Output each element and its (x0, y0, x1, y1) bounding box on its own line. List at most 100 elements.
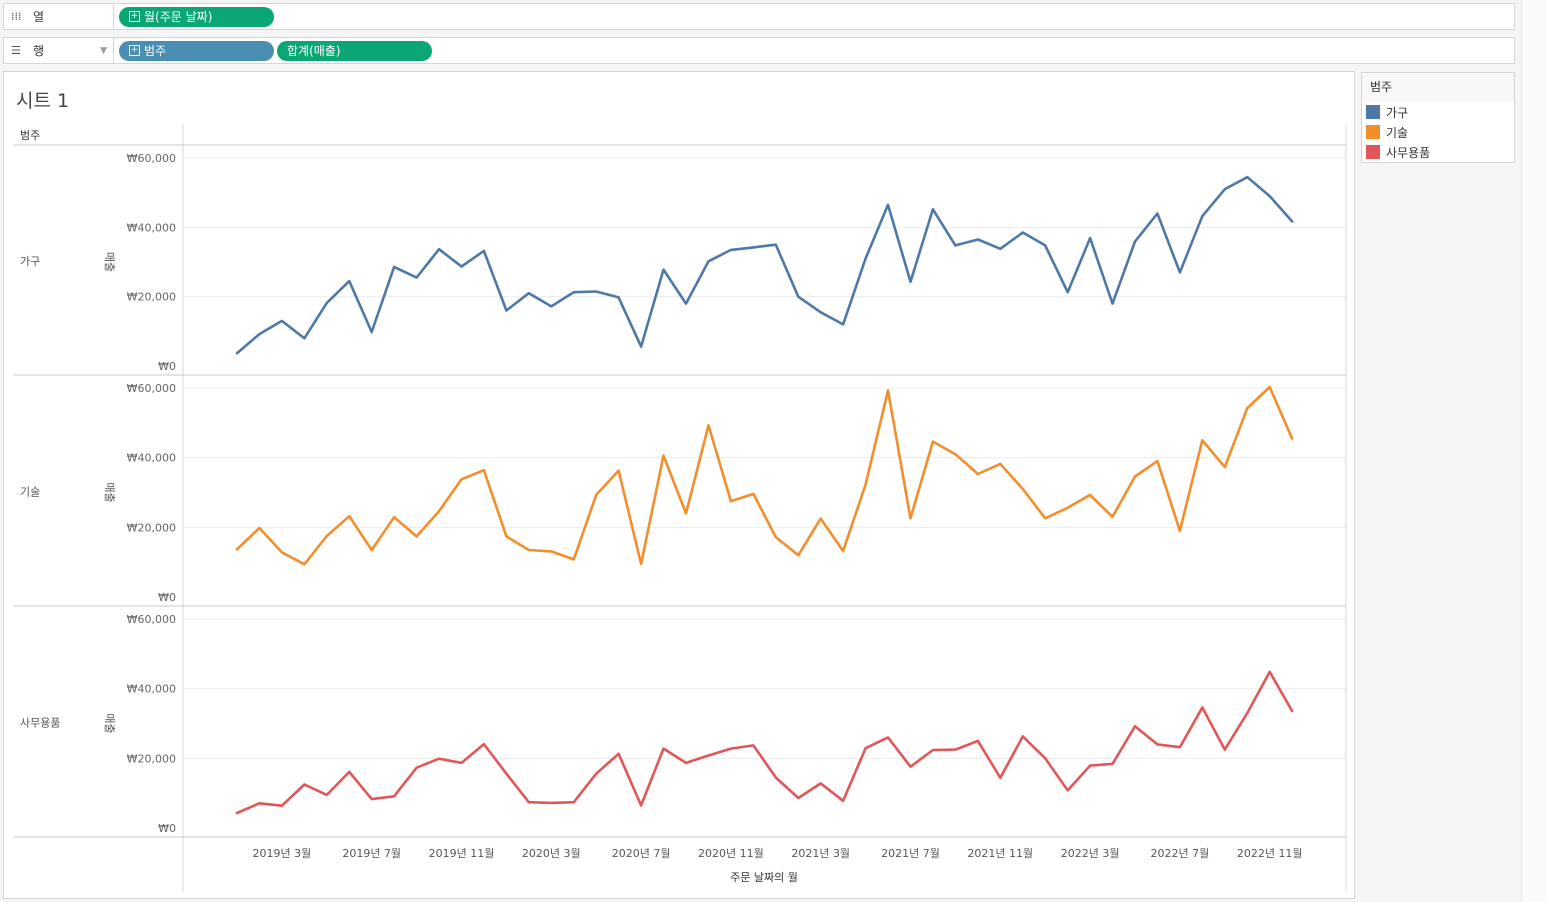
data-point (1066, 507, 1069, 510)
data-point (685, 762, 688, 765)
data-point (573, 801, 576, 804)
data-point (909, 517, 912, 520)
data-point (573, 291, 576, 294)
rows-icon: ☰ (11, 44, 21, 57)
row-pill-sum-sales[interactable]: 합계(매출) (277, 41, 432, 61)
series-line-1 (235, 385, 1294, 566)
expand-plus-icon[interactable]: + (129, 45, 140, 56)
data-point (954, 748, 957, 751)
rows-shelf-label: ☰ 행 ▼ (4, 38, 114, 63)
y-tick-label: ₩0 (158, 822, 176, 835)
data-point (303, 563, 306, 566)
data-point (685, 302, 688, 305)
data-point (730, 500, 733, 503)
data-point (505, 309, 508, 312)
data-point (887, 736, 890, 739)
data-point (370, 549, 373, 552)
y-tick-label: ₩60,000 (127, 152, 176, 165)
data-point (550, 305, 553, 308)
data-point (1134, 475, 1137, 478)
data-point (1201, 706, 1204, 709)
data-point (595, 772, 598, 775)
series-line-0 (235, 175, 1294, 355)
data-point (1291, 437, 1294, 440)
columns-shelf-label: ⁞⁞⁞ 열 (4, 4, 114, 29)
data-point (932, 440, 935, 443)
data-point (707, 424, 710, 427)
data-point (1111, 763, 1114, 766)
data-point (730, 249, 733, 252)
data-point (460, 478, 463, 481)
data-point (864, 747, 867, 750)
data-point (617, 296, 620, 299)
columns-icon: ⁞⁞⁞ (11, 10, 22, 23)
data-point (909, 281, 912, 284)
data-point (1156, 460, 1159, 463)
data-point (1111, 516, 1114, 519)
x-tick-label: 2022년 3월 (1061, 847, 1120, 860)
data-point (1066, 789, 1069, 792)
legend-swatch (1366, 145, 1380, 159)
data-point (1246, 712, 1249, 715)
row-pill-category[interactable]: + 범주 (119, 41, 274, 61)
legend-item-furniture[interactable]: 가구 (1362, 102, 1514, 122)
data-point (258, 802, 261, 805)
data-point (1134, 725, 1137, 728)
data-point (1089, 764, 1092, 767)
data-point (1224, 188, 1227, 191)
data-point (977, 740, 980, 743)
data-point (595, 494, 598, 497)
x-tick-label: 2020년 3월 (522, 847, 581, 860)
data-point (528, 801, 531, 804)
data-point (438, 757, 441, 760)
y-tick-label: ₩20,000 (127, 752, 176, 765)
y-tick-label: ₩20,000 (127, 521, 176, 534)
legend-item-office-supplies[interactable]: 사무용품 (1362, 142, 1514, 162)
data-point (573, 558, 576, 561)
expand-plus-icon[interactable]: + (129, 11, 140, 22)
data-point (281, 320, 284, 323)
data-point (1156, 743, 1159, 746)
x-tick-label: 2020년 11월 (698, 847, 764, 860)
column-pill-order-month[interactable]: + 월(주문 날짜) (119, 7, 274, 27)
data-point (236, 548, 239, 551)
data-point (887, 204, 890, 207)
data-point (1089, 237, 1092, 240)
data-point (1268, 195, 1271, 198)
data-point (640, 345, 643, 348)
data-point (1224, 466, 1227, 469)
data-point (258, 527, 261, 530)
x-axis-title: 주문 날짜의 월 (730, 871, 798, 884)
data-point (1179, 746, 1182, 749)
data-point (550, 550, 553, 553)
data-point (1201, 215, 1204, 218)
y-tick-label: ₩60,000 (127, 382, 176, 395)
data-point (1044, 517, 1047, 520)
data-point (617, 753, 620, 756)
legend-item-technology[interactable]: 기술 (1362, 122, 1514, 142)
data-point (303, 783, 306, 786)
data-point (752, 493, 755, 496)
sheet-title: 시트 1 (16, 90, 70, 112)
data-point (819, 517, 822, 520)
data-point (393, 266, 396, 269)
data-point (775, 536, 778, 539)
data-point (1066, 291, 1069, 294)
data-point (775, 243, 778, 246)
data-point (954, 244, 957, 247)
chevron-down-icon[interactable]: ▼ (100, 46, 107, 56)
data-point (236, 352, 239, 355)
data-point (438, 248, 441, 251)
data-point (1224, 748, 1227, 751)
data-point (797, 295, 800, 298)
data-point (370, 798, 373, 801)
data-point (819, 782, 822, 785)
data-point (640, 804, 643, 807)
data-point (640, 563, 643, 566)
x-tick-label: 2019년 3월 (253, 847, 312, 860)
data-point (730, 747, 733, 750)
x-tick-label: 2019년 7월 (342, 847, 401, 860)
data-point (999, 463, 1002, 466)
data-point (1246, 407, 1249, 410)
data-point (550, 802, 553, 805)
